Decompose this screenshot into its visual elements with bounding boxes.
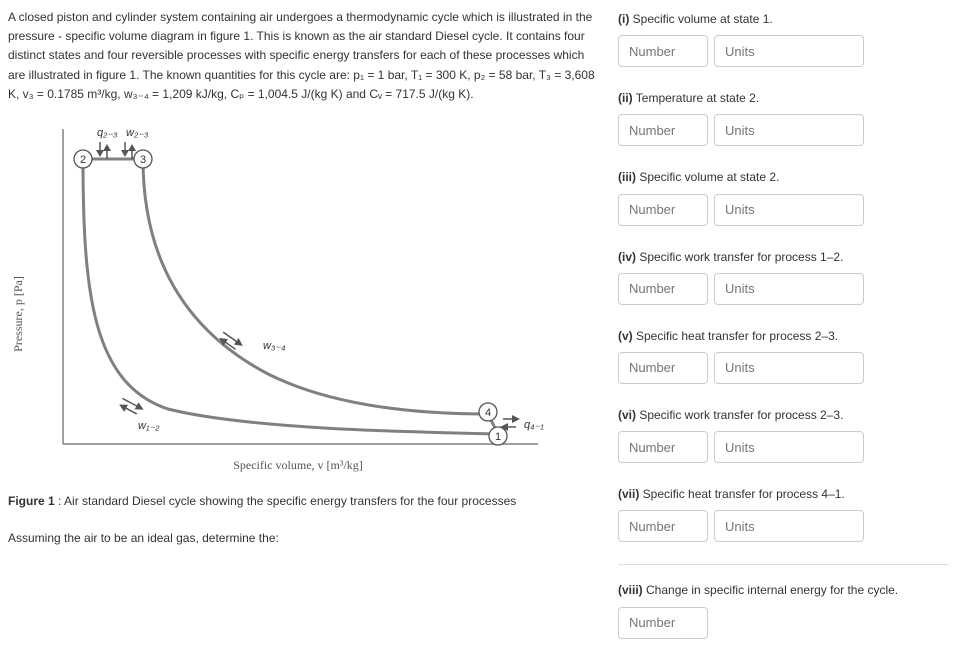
problem-text: A closed piston and cylinder system cont… bbox=[8, 8, 598, 104]
divider bbox=[618, 564, 948, 565]
answer-label-bold: (ii) bbox=[618, 91, 633, 105]
answer-label: (v) Specific heat transfer for process 2… bbox=[618, 327, 948, 346]
answer-block-2: (ii) Temperature at state 2. bbox=[618, 89, 948, 146]
assume-text: Assuming the air to be an ideal gas, det… bbox=[8, 529, 598, 548]
answer-label-bold: (iii) bbox=[618, 170, 636, 184]
answer-label: (viii) Change in specific internal energ… bbox=[618, 581, 948, 600]
problem-paragraph: A closed piston and cylinder system cont… bbox=[8, 8, 598, 104]
input-row bbox=[618, 510, 948, 542]
figure-caption-bold: Figure 1 bbox=[8, 494, 55, 508]
figure-caption-rest: : Air standard Diesel cycle showing the … bbox=[55, 494, 517, 508]
figure-diagram: Pressure, p [Pa] 2 bbox=[8, 114, 598, 480]
figure-caption: Figure 1 : Air standard Diesel cycle sho… bbox=[8, 492, 598, 511]
units-input[interactable] bbox=[714, 194, 864, 226]
svg-text:2: 2 bbox=[80, 154, 86, 166]
q23-arrows bbox=[96, 142, 111, 159]
svg-text:4: 4 bbox=[485, 407, 491, 419]
units-input[interactable] bbox=[714, 273, 864, 305]
number-input[interactable] bbox=[618, 431, 708, 463]
answer-label-bold: (v) bbox=[618, 329, 633, 343]
answer-label-bold: (iv) bbox=[618, 250, 636, 264]
answer-label-text: Specific heat transfer for process 2–3. bbox=[633, 329, 838, 343]
answer-label-text: Specific work transfer for process 1–2. bbox=[636, 250, 843, 264]
answers-column: (i) Specific volume at state 1. (ii) Temp… bbox=[618, 8, 948, 661]
state-3-marker: 3 bbox=[134, 150, 152, 168]
x-axis-label: Specific volume, v [m³/kg] bbox=[233, 458, 363, 472]
answer-label-text: Specific volume at state 2. bbox=[636, 170, 779, 184]
units-input[interactable] bbox=[714, 352, 864, 384]
units-input[interactable] bbox=[714, 35, 864, 67]
w12-label: w₁₋₂ bbox=[138, 420, 160, 432]
units-input[interactable] bbox=[714, 431, 864, 463]
number-input[interactable] bbox=[618, 273, 708, 305]
answer-block-6: (vi) Specific work transfer for process … bbox=[618, 406, 948, 463]
answer-label: (vi) Specific work transfer for process … bbox=[618, 406, 948, 425]
input-row bbox=[618, 273, 948, 305]
answer-label-bold: (vii) bbox=[618, 487, 639, 501]
answer-label-text: Specific volume at state 1. bbox=[629, 12, 772, 26]
answer-label-text: Temperature at state 2. bbox=[633, 91, 760, 105]
answer-label: (vii) Specific heat transfer for process… bbox=[618, 485, 948, 504]
answer-block-4: (iv) Specific work transfer for process … bbox=[618, 248, 948, 305]
input-row bbox=[618, 114, 948, 146]
answer-block-7: (vii) Specific heat transfer for process… bbox=[618, 485, 948, 542]
input-row bbox=[618, 352, 948, 384]
state-4-marker: 4 bbox=[479, 403, 497, 421]
units-input[interactable] bbox=[714, 114, 864, 146]
w34-label: w₃₋₄ bbox=[263, 340, 286, 352]
q23-label: q₂₋₃ bbox=[97, 127, 118, 139]
answer-label-text: Change in specific internal energy for t… bbox=[643, 583, 898, 597]
q41-label: q₄₋₁ bbox=[524, 419, 544, 431]
number-input[interactable] bbox=[618, 114, 708, 146]
svg-text:3: 3 bbox=[140, 154, 146, 166]
input-row bbox=[618, 194, 948, 226]
answer-label: (iii) Specific volume at state 2. bbox=[618, 168, 948, 187]
answer-label: (ii) Temperature at state 2. bbox=[618, 89, 948, 108]
units-input[interactable] bbox=[714, 510, 864, 542]
answer-label: (i) Specific volume at state 1. bbox=[618, 10, 948, 29]
input-row bbox=[618, 35, 948, 67]
number-input[interactable] bbox=[618, 194, 708, 226]
input-row bbox=[618, 431, 948, 463]
answer-block-8: (viii) Change in specific internal energ… bbox=[618, 581, 948, 638]
answer-label-text: Specific heat transfer for process 4–1. bbox=[639, 487, 844, 501]
number-input[interactable] bbox=[618, 607, 708, 639]
answer-block-1: (i) Specific volume at state 1. bbox=[618, 10, 948, 67]
number-input[interactable] bbox=[618, 35, 708, 67]
svg-text:1: 1 bbox=[495, 431, 501, 443]
y-axis-label: Pressure, p [Pa] bbox=[11, 276, 25, 352]
state-2-marker: 2 bbox=[74, 150, 92, 168]
w12-arrows bbox=[117, 395, 145, 420]
answer-block-3: (iii) Specific volume at state 2. bbox=[618, 168, 948, 225]
answer-label-bold: (i) bbox=[618, 12, 629, 26]
answer-block-5: (v) Specific heat transfer for process 2… bbox=[618, 327, 948, 384]
pv-diagram-svg: Pressure, p [Pa] 2 bbox=[8, 114, 573, 474]
w23-label: w₂₋₃ bbox=[126, 127, 149, 139]
answer-label: (iv) Specific work transfer for process … bbox=[618, 248, 948, 267]
answer-label-bold: (viii) bbox=[618, 583, 643, 597]
answer-label-bold: (vi) bbox=[618, 408, 636, 422]
number-input[interactable] bbox=[618, 510, 708, 542]
number-input[interactable] bbox=[618, 352, 708, 384]
answer-label-text: Specific work transfer for process 2–3. bbox=[636, 408, 843, 422]
state-1-marker: 1 bbox=[489, 427, 507, 445]
input-row bbox=[618, 607, 948, 639]
